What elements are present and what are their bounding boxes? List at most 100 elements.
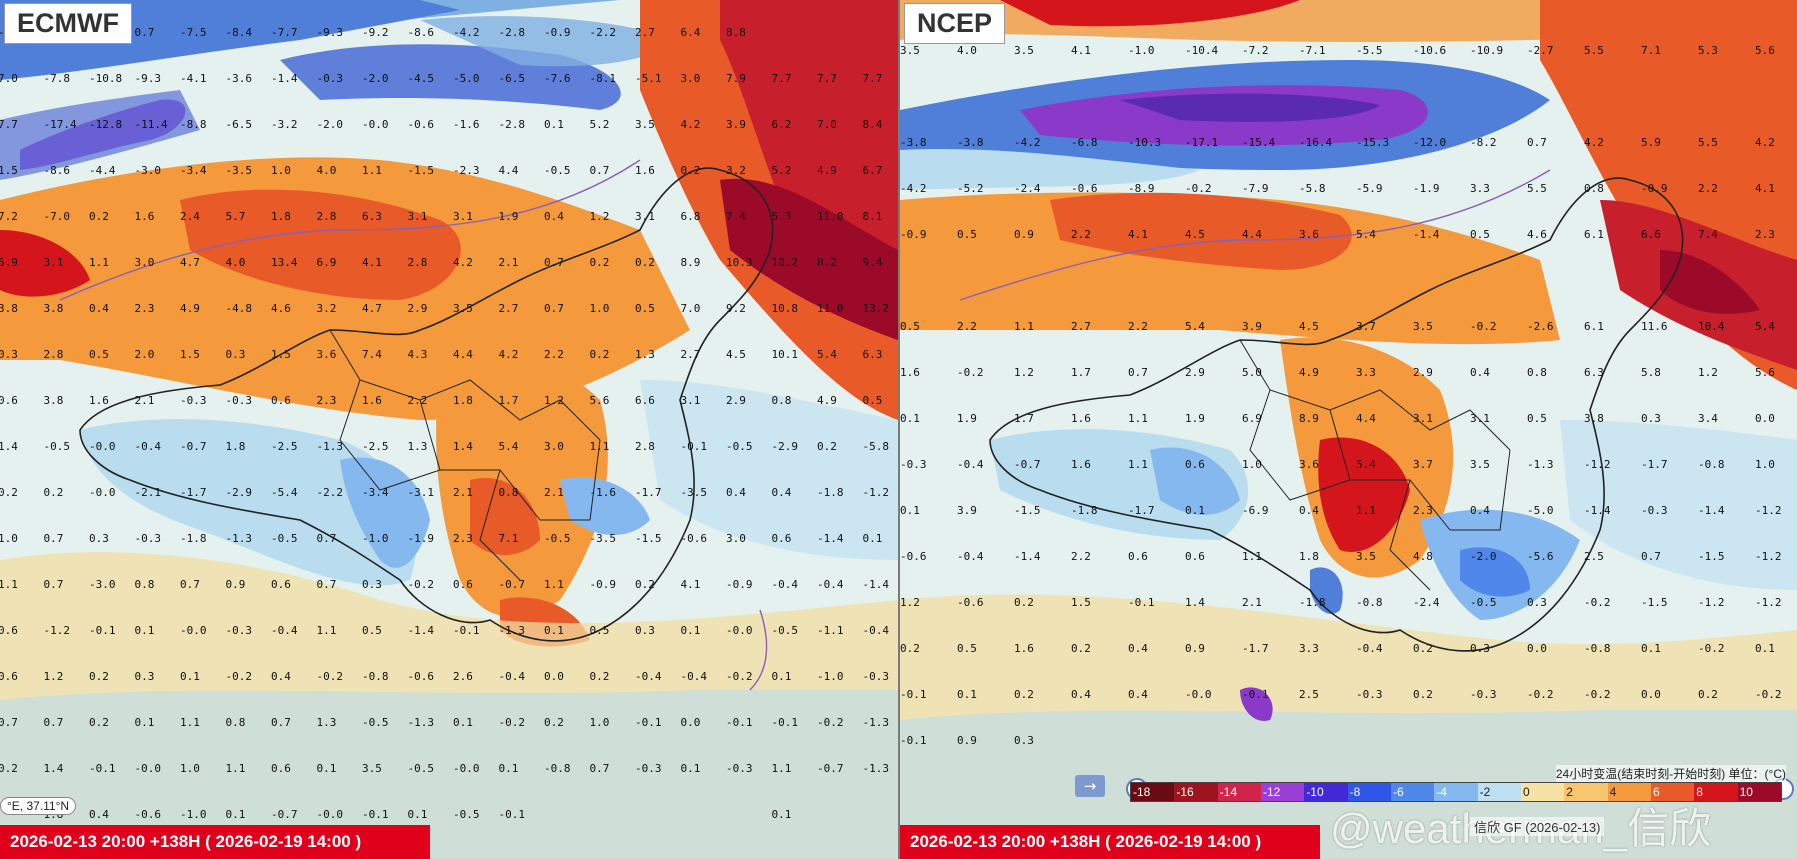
grid-value: -0.9 — [1641, 182, 1668, 195]
grid-value: 2.6 — [453, 670, 473, 683]
grid-value: 0.2 — [0, 762, 18, 775]
grid-value: -5.8 — [863, 440, 890, 453]
grid-value: 2.4 — [180, 210, 200, 223]
grid-value: -9.3 — [135, 72, 162, 85]
grid-value: 7.1 — [1641, 44, 1661, 57]
grid-value: 5.9 — [1641, 136, 1661, 149]
grid-value: 2.1 — [135, 394, 155, 407]
grid-value: -0.1 — [362, 808, 389, 821]
grid-value: 3.9 — [1242, 320, 1262, 333]
grid-value: 1.1 — [1128, 412, 1148, 425]
grid-value: 0.7 — [44, 716, 64, 729]
grid-value: 2.8 — [44, 348, 64, 361]
grid-value: -7.1 — [1299, 44, 1326, 57]
grid-value: -8.8 — [180, 118, 207, 131]
grid-value: -0.8 — [1584, 642, 1611, 655]
coordinate-readout: °E, 37.11°N — [0, 797, 77, 815]
grid-value: 4.9 — [817, 164, 837, 177]
grid-value: 3.0 — [726, 532, 746, 545]
grid-value: 6.9 — [317, 256, 337, 269]
grid-value: 3.3 — [1356, 366, 1376, 379]
grid-value: -6.5 — [226, 118, 253, 131]
grid-value: 0.5 — [900, 320, 920, 333]
grid-value: 0.1 — [772, 670, 792, 683]
grid-value: 0.1 — [499, 762, 519, 775]
grid-value: -0.8 — [362, 670, 389, 683]
grid-value: 1.9 — [1185, 412, 1205, 425]
grid-value: 2.5 — [1299, 688, 1319, 701]
grid-value: 1.2 — [544, 394, 564, 407]
legend-bin: -2 — [1477, 783, 1521, 801]
grid-value: 0.4 — [772, 486, 792, 499]
grid-value: 5.4 — [1356, 228, 1376, 241]
grid-value: -0.3 — [317, 72, 344, 85]
grid-value: 6.1 — [1584, 228, 1604, 241]
grid-value: 4.4 — [1356, 412, 1376, 425]
grid-value: 1.1 — [180, 716, 200, 729]
grid-value: 1.9 — [957, 412, 977, 425]
grid-value: 0.9 — [1014, 228, 1034, 241]
grid-value: 4.1 — [1755, 182, 1775, 195]
grid-value: 0.1 — [900, 504, 920, 517]
grid-value: 3.1 — [44, 256, 64, 269]
grid-value: -0.6 — [1071, 182, 1098, 195]
grid-value: -0.1 — [499, 808, 526, 821]
grid-value: 3.1 — [1413, 412, 1433, 425]
grid-value: 0.6 — [453, 578, 473, 591]
grid-value: 0.7 — [317, 532, 337, 545]
grid-value: 1.1 — [1014, 320, 1034, 333]
grid-value: 1.0 — [0, 532, 18, 545]
grid-value: 0.4 — [1470, 504, 1490, 517]
grid-value: -7.0 — [44, 210, 71, 223]
grid-value: 0.3 — [362, 578, 382, 591]
grid-value: 0.5 — [957, 228, 977, 241]
grid-value: -1.2 — [1755, 504, 1782, 517]
ncep-forecast-time: 2026-02-13 20:00 +138H ( 2026-02-19 14:0… — [900, 825, 1320, 859]
grid-value: 1.1 — [590, 440, 610, 453]
grid-value: 0.1 — [317, 762, 337, 775]
grid-value: 0.2 — [590, 670, 610, 683]
grid-value: 1.6 — [900, 366, 920, 379]
grid-value: 0.6 — [271, 394, 291, 407]
grid-value: -5.5 — [1356, 44, 1383, 57]
grid-value: -0.5 — [772, 624, 799, 637]
grid-value: 5.7 — [226, 210, 246, 223]
grid-value: -7.9 — [1242, 182, 1269, 195]
grid-value: 7.4 — [726, 210, 746, 223]
grid-value: -5.0 — [453, 72, 480, 85]
legend-toggle-arrow-icon[interactable]: → — [1075, 775, 1105, 797]
grid-value: 4.1 — [1071, 44, 1091, 57]
grid-value: -1.4 — [863, 578, 890, 591]
grid-value: -12.8 — [89, 118, 122, 131]
grid-value: -11.4 — [135, 118, 168, 131]
grid-value: 0.2 — [635, 256, 655, 269]
grid-value: 0.1 — [1755, 642, 1775, 655]
grid-value: -0.0 — [180, 624, 207, 637]
grid-value: -0.0 — [1185, 688, 1212, 701]
grid-value: 0.8 — [135, 578, 155, 591]
grid-value: -3.2 — [271, 118, 298, 131]
grid-value: -1.1 — [817, 624, 844, 637]
grid-value: 4.6 — [1527, 228, 1547, 241]
grid-value: -0.2 — [1755, 688, 1782, 701]
grid-value: 0.1 — [1185, 504, 1205, 517]
grid-value: -0.5 — [544, 532, 571, 545]
grid-value: 4.5 — [1299, 320, 1319, 333]
grid-value: 2.2 — [957, 320, 977, 333]
grid-value: 7.0 — [681, 302, 701, 315]
grid-value: 5.0 — [1242, 366, 1262, 379]
grid-value: 4.4 — [499, 164, 519, 177]
grid-value: 6.6 — [1641, 228, 1661, 241]
grid-value: 1.5 — [271, 348, 291, 361]
grid-value: -9.2 — [362, 26, 389, 39]
grid-value: 1.8 — [271, 210, 291, 223]
grid-value: 3.1 — [635, 210, 655, 223]
grid-value: -0.9 — [726, 578, 753, 591]
grid-value: -0.2 — [1584, 688, 1611, 701]
grid-value: -0.1 — [1128, 596, 1155, 609]
grid-value: 2.7 — [1071, 320, 1091, 333]
grid-value: 0.2 — [817, 440, 837, 453]
grid-value: 2.1 — [544, 486, 564, 499]
grid-value: -1.8 — [1299, 596, 1326, 609]
grid-value: -2.7 — [1527, 44, 1554, 57]
